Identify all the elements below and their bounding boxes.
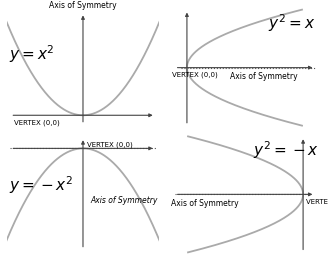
Text: $y^2 = -x$: $y^2 = -x$ [253,139,319,161]
Text: VERTEX (0,0): VERTEX (0,0) [14,120,60,127]
Text: $y^2 = x$: $y^2 = x$ [268,13,315,34]
Text: VERTEX (0,0): VERTEX (0,0) [172,72,218,78]
Text: $y = x^2$: $y = x^2$ [9,44,54,66]
Text: Axis of Symmetry: Axis of Symmetry [171,199,239,208]
Text: Axis of Symmetry: Axis of Symmetry [49,1,117,10]
Text: VERTEX (0,0): VERTEX (0,0) [87,141,133,148]
Text: Axis of Symmetry: Axis of Symmetry [230,72,297,81]
Text: $y = -x^2$: $y = -x^2$ [9,174,73,196]
Text: Axis of Symmetry: Axis of Symmetry [91,196,158,205]
Text: VERTEX (0,0): VERTEX (0,0) [306,199,328,205]
